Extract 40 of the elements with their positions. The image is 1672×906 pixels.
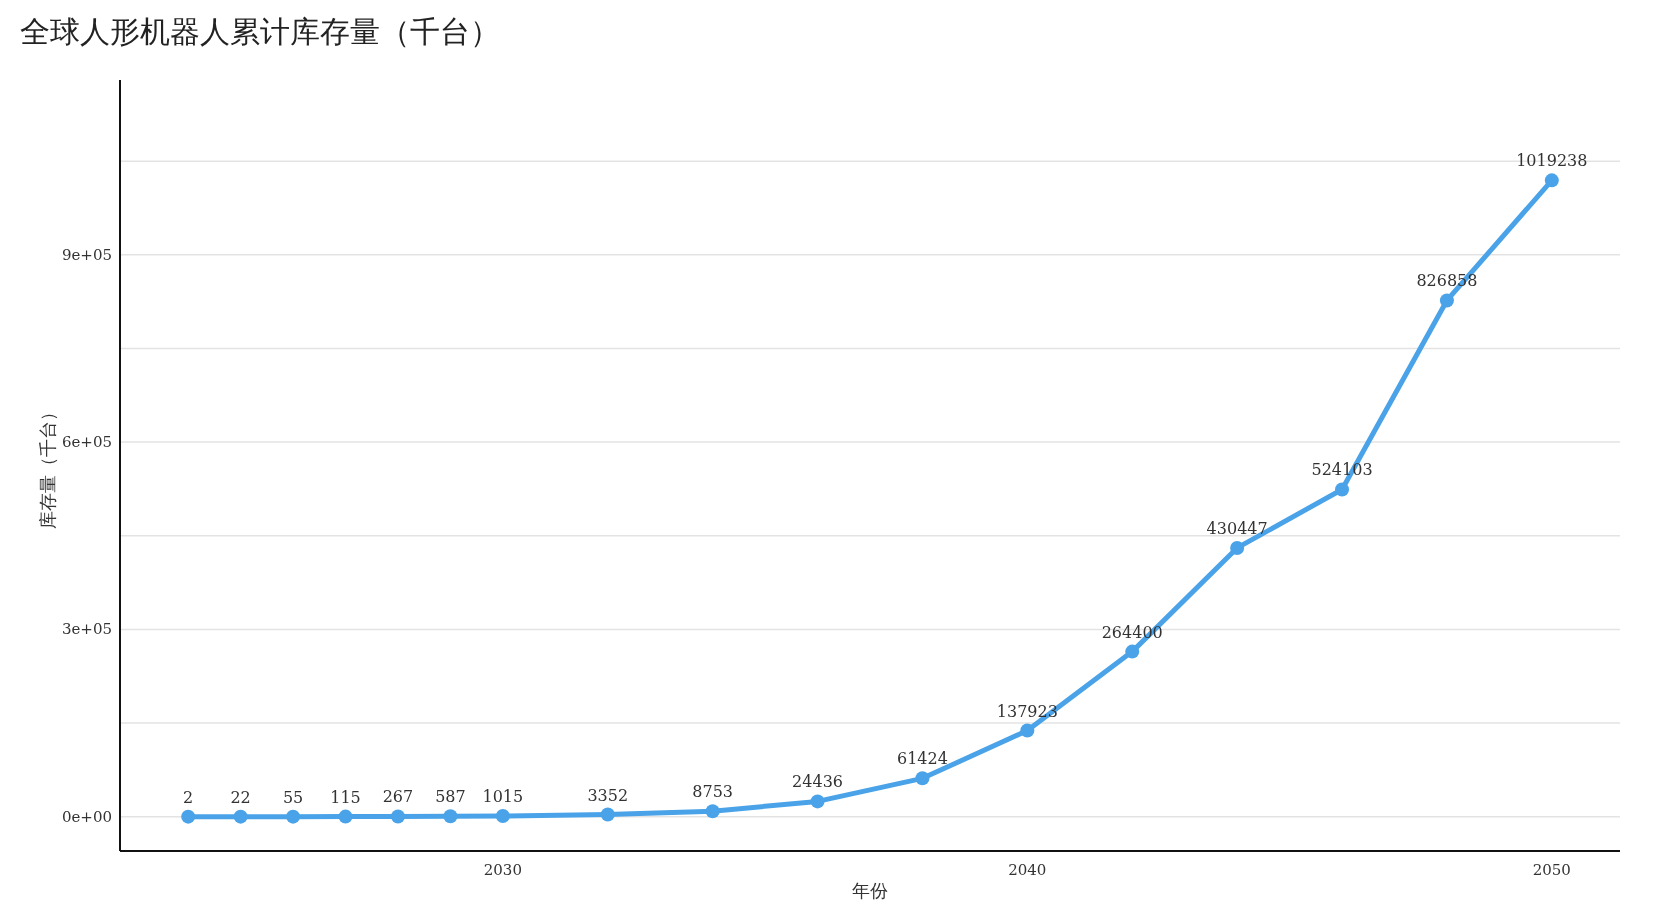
data-label: 55 [282, 787, 304, 807]
data-label: 24436 [792, 772, 844, 792]
point [600, 807, 615, 822]
point [495, 809, 510, 824]
data-label: 587 [435, 787, 466, 807]
data-label: 1019238 [1516, 151, 1588, 171]
point [810, 794, 825, 809]
data-label: 1015 [482, 787, 524, 807]
point [1020, 723, 1035, 738]
point [1230, 540, 1245, 555]
data-label: 8753 [692, 782, 734, 802]
point [1439, 293, 1454, 308]
x-tick-label: 2040 [1008, 861, 1047, 879]
data-label: 267 [382, 787, 414, 807]
data-label: 2 [183, 787, 194, 807]
point [1125, 644, 1140, 659]
point [181, 809, 196, 824]
point [705, 804, 720, 819]
data-label: 3352 [587, 785, 629, 805]
y-tick-label: 0e+00 [61, 807, 112, 826]
data-label: 61424 [896, 749, 948, 769]
point [338, 809, 353, 824]
point [915, 771, 930, 786]
y-tick-label: 9e+05 [61, 245, 112, 264]
data-label: 22 [230, 787, 251, 807]
x-axis-title: 年份 [852, 880, 888, 901]
y-tick-label: 3e+05 [61, 620, 112, 639]
data-label: 430447 [1206, 518, 1268, 538]
x-tick-label: 2030 [483, 861, 522, 879]
y-tick-label: 6e+05 [61, 433, 112, 452]
x-tick-label: 2050 [1532, 861, 1571, 879]
point [233, 809, 248, 824]
point [1335, 482, 1350, 497]
point [1544, 173, 1559, 188]
point [390, 809, 405, 824]
chart-title: 全球人形机器人累计库存量（千台） [20, 14, 500, 49]
point [286, 809, 301, 824]
point [443, 809, 458, 824]
y-axis-title: 库存量（千台） [37, 402, 58, 529]
data-label: 115 [330, 787, 361, 807]
